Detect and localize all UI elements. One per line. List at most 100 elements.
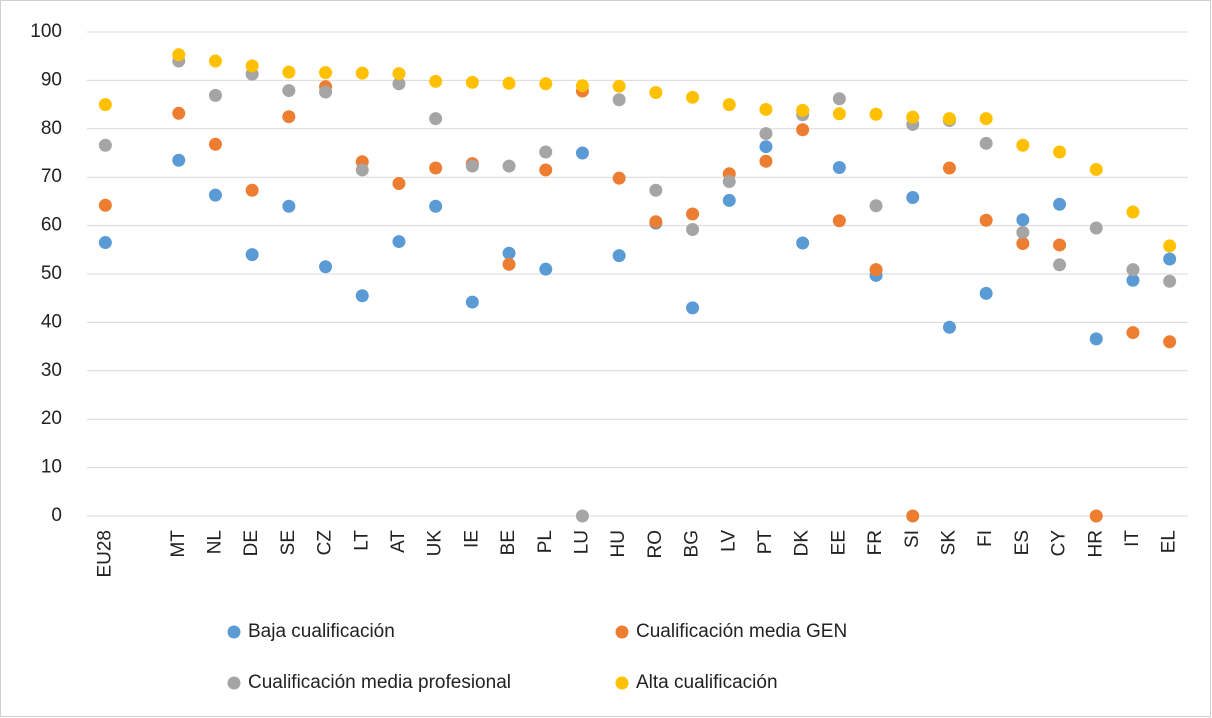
data-point [832, 161, 846, 175]
data-point [1053, 145, 1067, 159]
y-tick-label: 70 [41, 166, 62, 187]
x-tick-label: EL [1159, 530, 1180, 553]
x-tick-label: SI [902, 530, 923, 548]
data-point [686, 90, 700, 104]
data-point [1053, 238, 1067, 252]
data-point [1089, 162, 1103, 176]
data-point [869, 107, 883, 121]
x-tick-label: NL [204, 530, 225, 554]
data-point [1089, 221, 1103, 235]
data-point [355, 66, 369, 80]
data-point [832, 107, 846, 121]
x-tick-label: SE [278, 530, 299, 555]
x-tick-label: LU [571, 530, 592, 554]
data-point [502, 246, 516, 260]
data-point [1163, 239, 1177, 253]
x-tick-label: HR [1085, 530, 1106, 557]
data-point [796, 236, 810, 250]
data-point [429, 161, 443, 175]
data-point [245, 59, 259, 73]
data-point [1163, 274, 1177, 288]
x-tick-label: CZ [315, 530, 336, 556]
data-point [465, 159, 479, 173]
data-point [1163, 335, 1177, 349]
data-point [208, 54, 222, 68]
data-point [245, 183, 259, 197]
data-point [796, 123, 810, 137]
x-tick-label: PT [755, 530, 776, 555]
data-point [686, 301, 700, 315]
data-point [575, 146, 589, 160]
data-point [979, 112, 993, 126]
x-tick-label: EU28 [94, 530, 115, 578]
data-point [98, 98, 112, 112]
data-point [172, 48, 186, 62]
data-point [759, 154, 773, 168]
x-tick-label: FI [975, 530, 996, 547]
legend-marker [227, 676, 241, 690]
y-tick-label: 30 [41, 360, 62, 381]
data-point [465, 295, 479, 309]
data-point [465, 75, 479, 89]
data-point [1163, 252, 1177, 266]
data-point [906, 191, 920, 205]
data-point [392, 176, 406, 190]
data-point [942, 320, 956, 334]
data-point [282, 199, 296, 213]
x-tick-label: SK [938, 530, 959, 556]
data-point [832, 92, 846, 106]
data-point [355, 289, 369, 303]
x-tick-label: BG [682, 530, 703, 557]
data-point [282, 110, 296, 124]
x-tick-label: CY [1049, 530, 1070, 557]
x-tick-label: BE [498, 530, 519, 555]
y-tick-label: 100 [30, 21, 62, 42]
data-point [1126, 205, 1140, 219]
x-tick-label: AT [388, 530, 409, 553]
x-tick-label: HU [608, 530, 629, 557]
y-tick-label: 40 [41, 311, 62, 332]
data-point [1016, 138, 1030, 152]
data-point [539, 262, 553, 276]
data-point [539, 77, 553, 91]
data-point [869, 263, 883, 277]
y-tick-label: 0 [51, 505, 62, 526]
x-tick-label: RO [645, 530, 666, 559]
x-tick-label: DE [241, 530, 262, 556]
data-point [319, 66, 333, 80]
y-tick-label: 10 [41, 457, 62, 478]
x-tick-label: DK [792, 530, 813, 557]
x-tick-label: ES [1012, 530, 1033, 555]
data-point [979, 136, 993, 150]
data-point [1126, 273, 1140, 287]
data-point [942, 112, 956, 126]
y-tick-label: 50 [41, 263, 62, 284]
y-tick-label: 20 [41, 408, 62, 429]
legend-label: Alta cualificación [636, 672, 778, 693]
data-point [1016, 225, 1030, 239]
data-point [722, 175, 736, 189]
data-point [612, 93, 626, 107]
data-point [1126, 326, 1140, 340]
y-tick-label: 60 [41, 215, 62, 236]
data-point [906, 509, 920, 523]
legend-label: Cualificación media GEN [636, 621, 847, 642]
data-point [502, 76, 516, 90]
data-point [796, 103, 810, 117]
data-point [319, 85, 333, 99]
data-point [1016, 213, 1030, 227]
data-point [575, 79, 589, 93]
data-point [612, 171, 626, 185]
y-tick-label: 90 [41, 69, 62, 90]
data-point [649, 86, 663, 99]
data-point [282, 65, 296, 79]
data-point [722, 193, 736, 207]
data-point [1126, 263, 1140, 277]
data-point [869, 199, 883, 213]
x-tick-label: PL [535, 530, 556, 553]
data-point [539, 145, 553, 159]
data-point [722, 98, 736, 112]
data-point [649, 215, 663, 229]
